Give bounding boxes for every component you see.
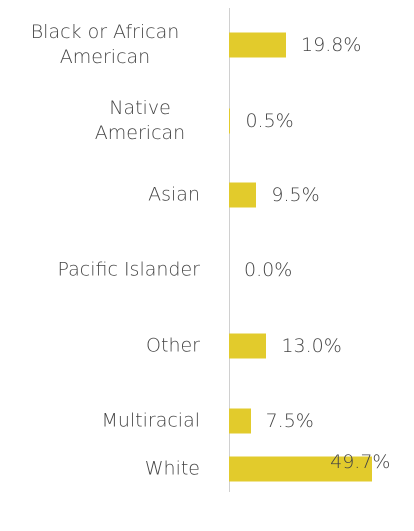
category-label-box: Other	[146, 334, 200, 359]
value-label: 19.8%	[301, 34, 362, 56]
category-label-box: Multiracial	[101, 409, 200, 434]
category-label: Other	[146, 334, 200, 357]
value-label: 13.0%	[281, 335, 342, 357]
category-label-box: White	[145, 457, 200, 482]
value-label: 49.7%	[330, 451, 391, 473]
bar	[229, 182, 257, 208]
value-label: 7.5%	[265, 410, 314, 432]
value-label: 9.5%	[271, 184, 320, 206]
category-label-box: Pacific Islander	[58, 258, 200, 283]
category-label: Pacific Islander	[57, 258, 200, 281]
value-label: 0.0%	[244, 259, 293, 281]
category-label: White	[144, 457, 200, 480]
bar	[229, 108, 231, 134]
bar	[229, 32, 287, 58]
category-label-box: Black or African American	[10, 20, 200, 70]
bar	[229, 333, 267, 359]
category-label: Asian	[148, 183, 200, 206]
category-label-box: Asian	[148, 183, 200, 208]
category-label: Native American	[94, 97, 186, 144]
bar	[229, 456, 373, 482]
value-label: 0.5%	[245, 110, 294, 132]
axis-line	[229, 8, 230, 492]
category-label: Black or African American	[30, 21, 180, 68]
category-label-box: Native American	[80, 96, 200, 146]
category-label: Multiracial	[101, 409, 200, 432]
bar	[229, 408, 251, 434]
